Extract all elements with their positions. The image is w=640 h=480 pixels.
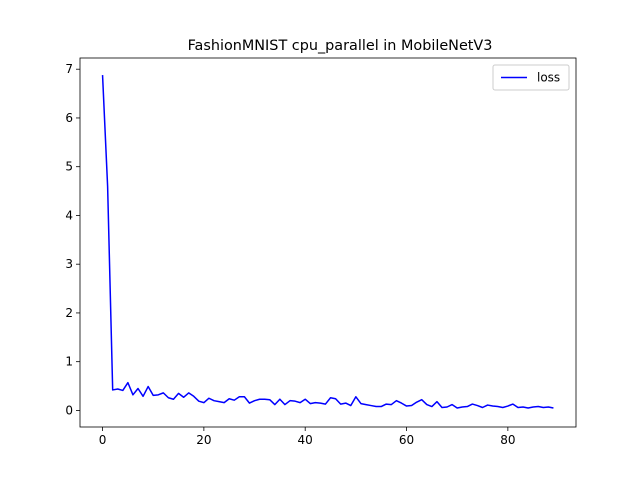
y-tick-label: 6 [65, 111, 73, 125]
chart-title: FashionMNIST cpu_parallel in MobileNetV3 [188, 38, 493, 54]
plot-area [101, 75, 554, 409]
y-tick-label: 0 [65, 403, 73, 417]
x-tick-label: 40 [298, 433, 313, 447]
x-tick-label: 60 [399, 433, 414, 447]
x-tick-label: 0 [99, 433, 107, 447]
y-tick-label: 5 [65, 160, 73, 174]
series-line-0 [101, 75, 554, 409]
y-tick-label: 2 [65, 306, 73, 320]
axes: 0 20 40 60 80 0 1 2 3 4 5 6 7 [65, 57, 577, 447]
axes-frame [79, 57, 577, 428]
y-tick-label: 3 [65, 257, 73, 271]
legend: loss [492, 64, 570, 91]
legend-box [492, 64, 570, 91]
x-tick-label: 20 [196, 433, 211, 447]
legend-label-0: loss [537, 71, 560, 85]
x-tick-label: 80 [500, 433, 515, 447]
y-tick-label: 1 [65, 355, 73, 369]
y-tick-label: 7 [65, 62, 73, 76]
y-tick-label: 4 [65, 208, 73, 222]
